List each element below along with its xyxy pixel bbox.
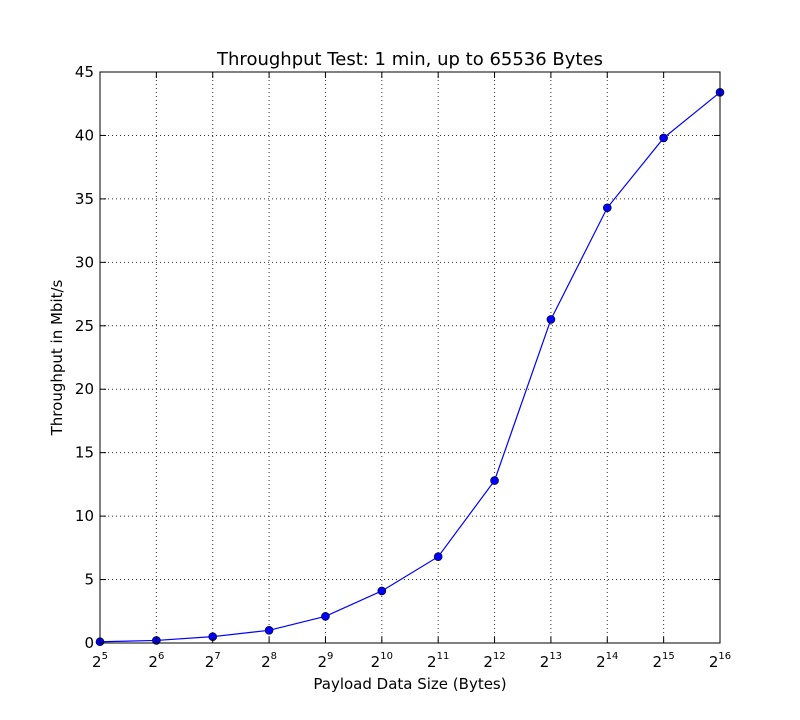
y-tick-label: 10 [75, 507, 94, 525]
x-tick-label: 210 [371, 651, 393, 671]
x-tick-label: 211 [427, 651, 449, 671]
x-axis-label: Payload Data Size (Bytes) [313, 675, 506, 693]
tick-layer [99, 71, 721, 644]
grid-layer [100, 72, 720, 643]
x-tick-label: 29 [317, 651, 333, 671]
data-point [377, 586, 387, 596]
data-point [659, 133, 668, 143]
x-tick-label: 25 [92, 651, 108, 671]
x-tick-label: 215 [652, 651, 674, 671]
x-tick-label: 213 [540, 651, 562, 671]
chart-title: Throughput Test: 1 min, up to 65536 Byte… [216, 49, 603, 70]
data-point [490, 476, 499, 485]
data-point [321, 612, 330, 621]
plot-frame [99, 71, 721, 644]
y-tick-label: 0 [84, 634, 94, 652]
data-point [433, 552, 443, 562]
series-line [99, 91, 721, 643]
y-tick-label: 30 [75, 253, 94, 271]
data-point [602, 203, 612, 213]
y-tick-label: 40 [75, 126, 94, 144]
data-point [264, 626, 274, 635]
y-tick-label: 35 [75, 190, 94, 208]
x-tick-label: 28 [261, 651, 277, 671]
x-tick-label: 27 [205, 651, 221, 671]
x-tick-label: 216 [709, 651, 731, 671]
y-tick-label: 15 [75, 444, 94, 462]
data-point [546, 315, 556, 324]
x-tick-label: 26 [148, 651, 164, 671]
y-axis-label: Throughput in Mbit/s [48, 279, 66, 436]
y-tick-label: 45 [75, 63, 94, 81]
x-tick-label: 214 [596, 651, 618, 671]
y-tick-labels: 0 5 10 15 20 25 30 35 40 45 [75, 63, 94, 652]
y-tick-label: 5 [84, 571, 94, 589]
x-tick-labels: 25 26 27 28 29 210 211 212 213 214 215 216 [92, 651, 731, 671]
y-tick-label: 25 [75, 317, 94, 335]
y-tick-label: 20 [75, 380, 94, 398]
x-tick-label: 212 [483, 651, 505, 671]
